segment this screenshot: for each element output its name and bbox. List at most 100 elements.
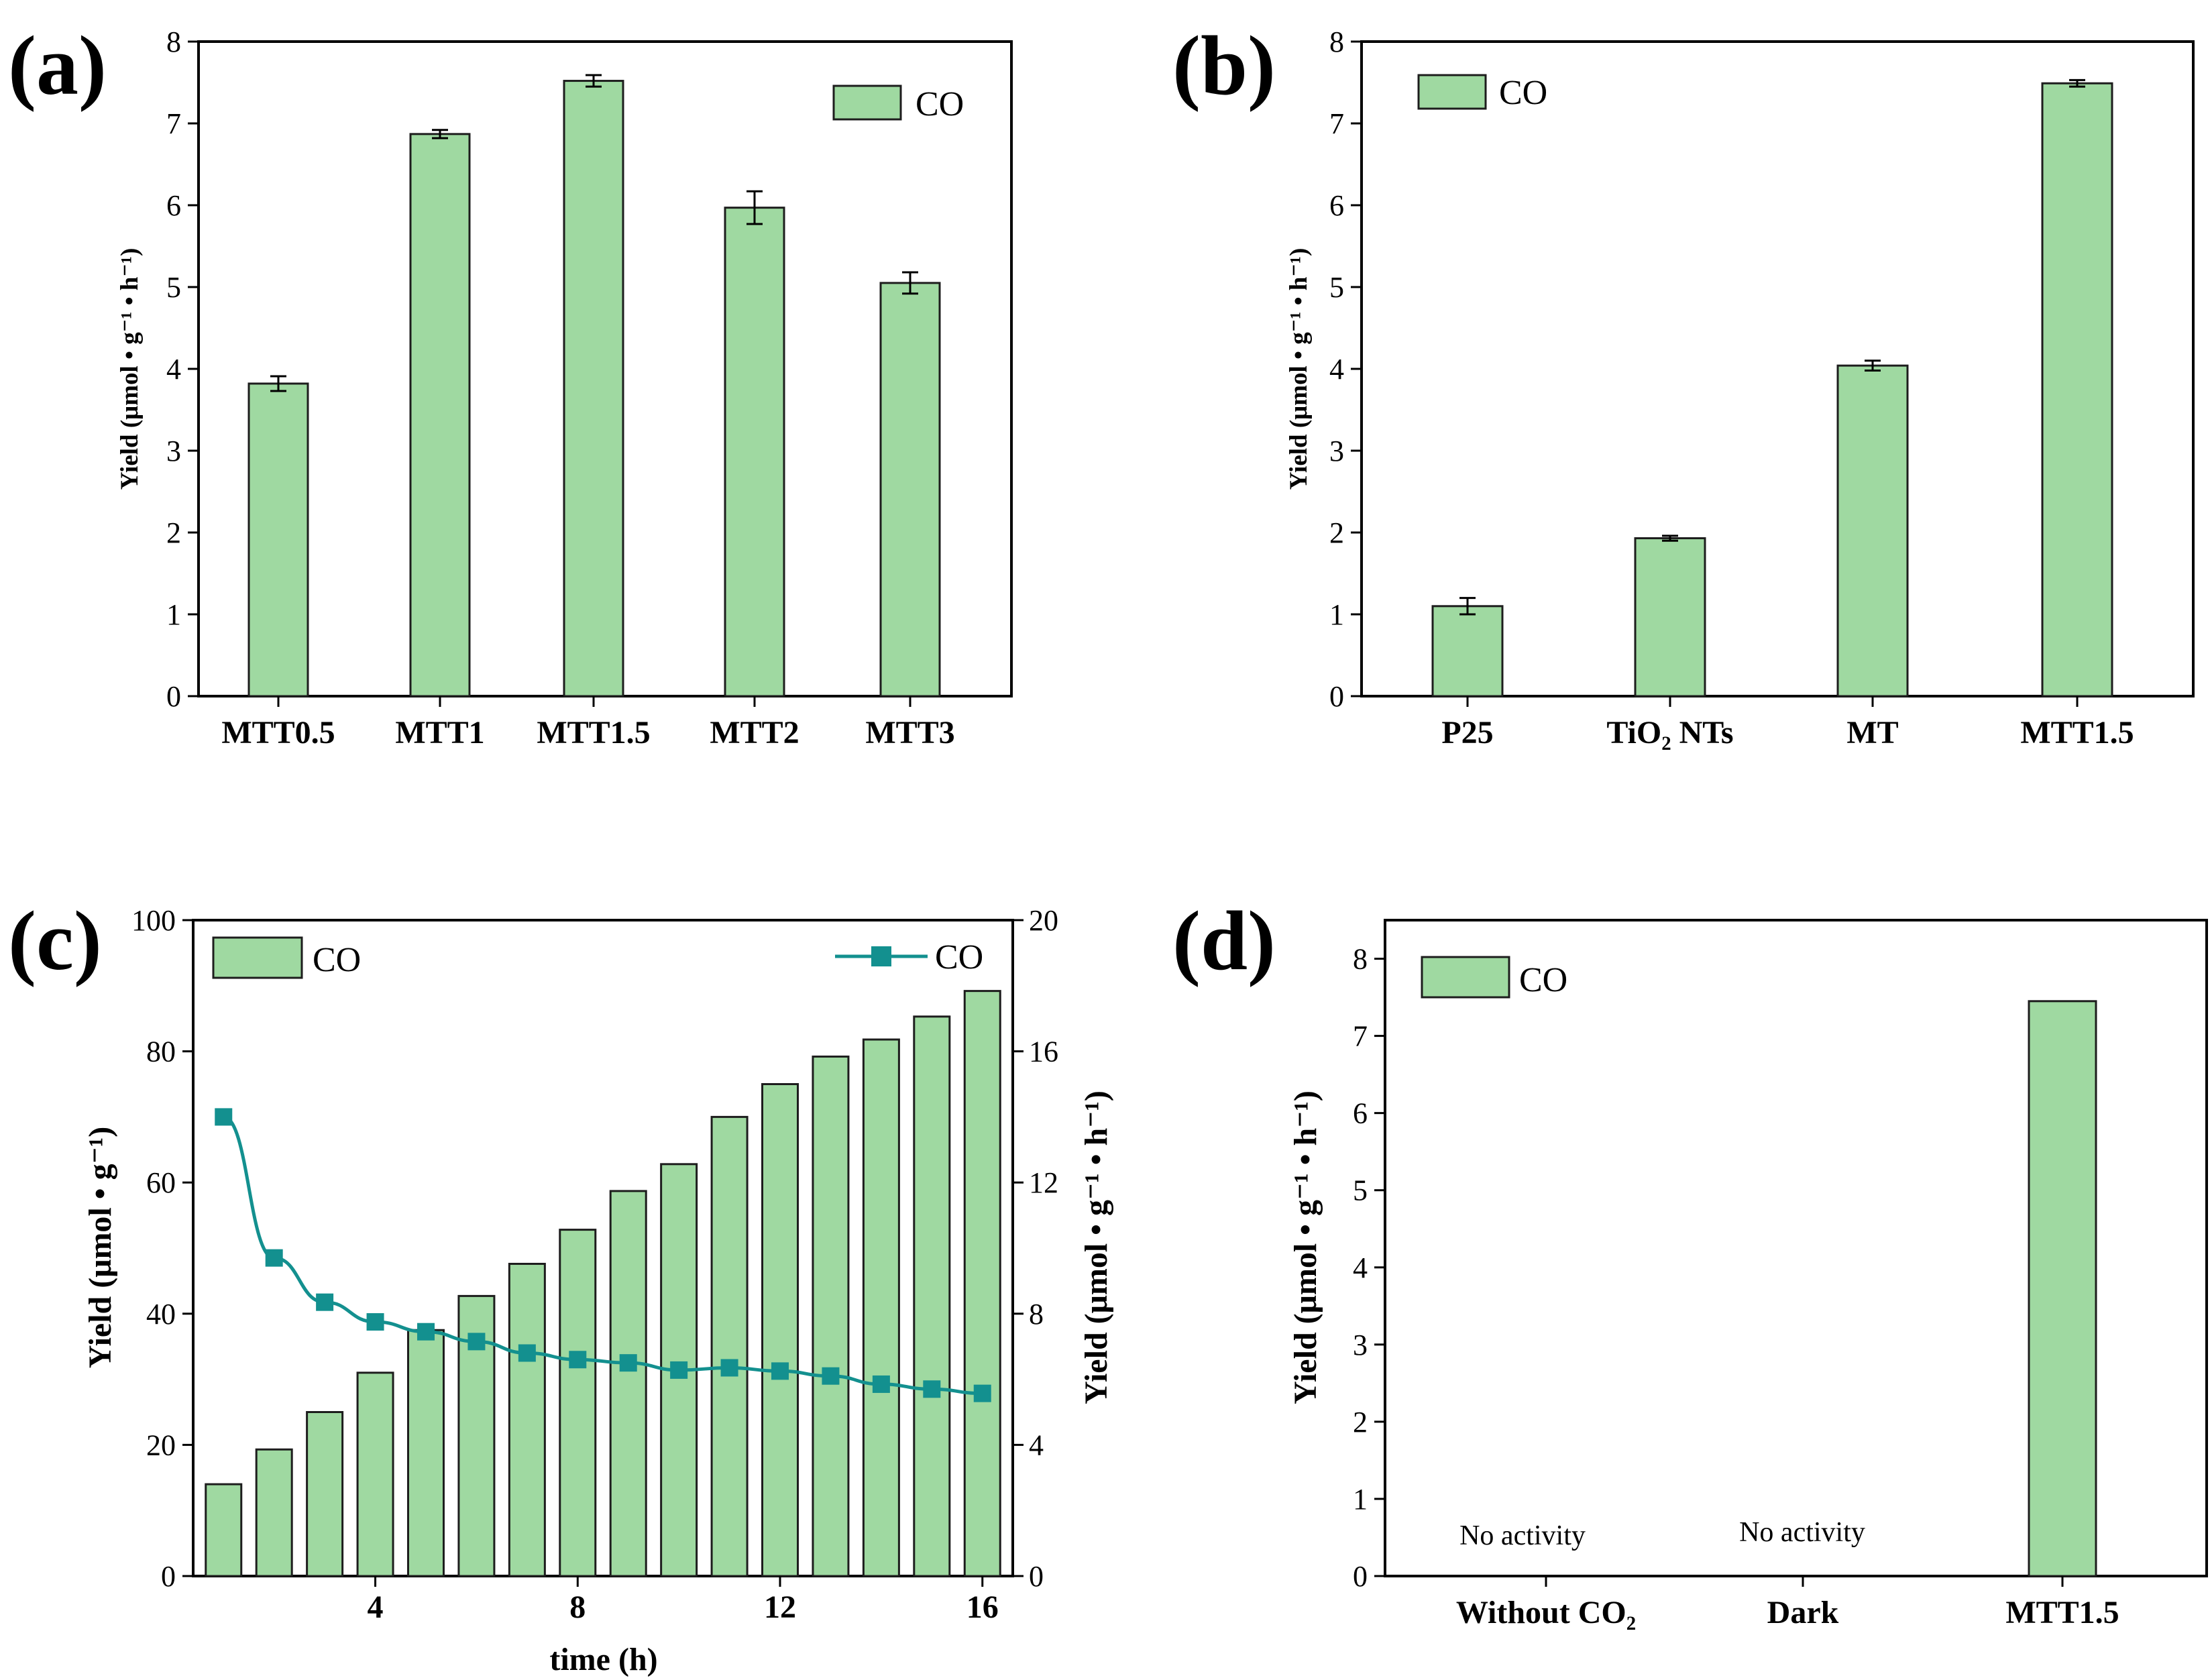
y-tick-label: 7 bbox=[1329, 107, 1344, 140]
legend-marker-c bbox=[871, 946, 891, 966]
y-tick-label: 20 bbox=[146, 1429, 176, 1461]
bars-d bbox=[2028, 1000, 2097, 1577]
bar-t11 bbox=[710, 1115, 749, 1577]
y-tick-label: 8 bbox=[166, 25, 181, 58]
bar-MTT1 bbox=[409, 133, 471, 697]
y-ticks-right-c: 0 4 8 12 16 20 bbox=[1013, 904, 1058, 1593]
bar-t9 bbox=[609, 1190, 647, 1577]
panel-label-c: (c) bbox=[8, 895, 102, 988]
y-axis-label-right-c: Yield (μmol • g⁻¹ • h⁻¹) bbox=[1079, 1090, 1114, 1404]
y-tick-label-right: 16 bbox=[1029, 1035, 1058, 1068]
y-tick-label: 0 bbox=[1329, 680, 1344, 713]
x-tick-label: MT bbox=[1846, 715, 1898, 750]
bars-b bbox=[1431, 78, 2113, 697]
y-tick-label: 0 bbox=[1353, 1560, 1368, 1593]
y-tick-label: 3 bbox=[166, 435, 181, 467]
bar-t5 bbox=[406, 1329, 445, 1577]
x-tick-label: MTT0.5 bbox=[221, 715, 335, 750]
rate-marker-t2 bbox=[265, 1249, 283, 1267]
y-tick-label: 7 bbox=[1353, 1020, 1368, 1053]
legend-swatch-a bbox=[832, 85, 902, 121]
x-ticks-c: 4 8 12 16 bbox=[368, 1576, 999, 1625]
rate-marker-t1 bbox=[215, 1108, 233, 1126]
bar-MTT0.5 bbox=[247, 382, 309, 697]
x-tick-label: Dark bbox=[1767, 1595, 1839, 1630]
rate-marker-t10 bbox=[670, 1361, 688, 1379]
x-tick-label: MTT3 bbox=[865, 715, 954, 750]
x-tick-label: MTT2 bbox=[710, 715, 799, 750]
panel-c: (c) 0 20 40 60 80 100 0 4 8 12 16 20 4 8 12 16 Yield … bbox=[8, 895, 1114, 1677]
legend-c-line: CO bbox=[835, 938, 983, 976]
y-tick-label: 4 bbox=[1329, 353, 1344, 386]
plot-frame-d bbox=[1384, 919, 2208, 1577]
bar-t14 bbox=[862, 1038, 900, 1577]
y-tick-label-right: 8 bbox=[1029, 1298, 1044, 1331]
bar-t7 bbox=[508, 1262, 546, 1577]
y-ticks-left-c: 0 20 40 60 80 100 bbox=[131, 904, 193, 1593]
legend-a: CO bbox=[832, 85, 964, 123]
y-tick-label: 6 bbox=[1329, 189, 1344, 222]
x-tick-label: MTT1.5 bbox=[2005, 1595, 2119, 1630]
panel-label-a: (a) bbox=[8, 19, 107, 113]
legend-swatch-bar-c bbox=[212, 936, 303, 979]
legend-label-b: CO bbox=[1499, 74, 1547, 112]
legend-d: CO bbox=[1421, 956, 1567, 999]
y-axis-label-a: Yield (μmol • g⁻¹ • h⁻¹) bbox=[116, 248, 144, 490]
bar-MTT1.5 bbox=[2028, 1000, 2097, 1577]
bar-MT bbox=[1836, 364, 1909, 697]
y-tick-label: 2 bbox=[166, 516, 181, 549]
y-tick-label: 5 bbox=[166, 271, 181, 304]
bar-t12 bbox=[761, 1083, 799, 1577]
legend-swatch-d bbox=[1421, 956, 1510, 999]
y-tick-label: 8 bbox=[1329, 25, 1344, 58]
rate-marker-t13 bbox=[822, 1367, 840, 1385]
rate-marker-t5 bbox=[417, 1323, 435, 1341]
x-tick-label: MTT1.5 bbox=[537, 715, 650, 750]
rate-marker-t4 bbox=[366, 1313, 384, 1331]
y-tick-label-right: 4 bbox=[1029, 1429, 1044, 1461]
rate-marker-t9 bbox=[619, 1354, 637, 1372]
panel-b: (b) 0 1 2 3 4 5 6 7 8 P25 TiO₂ NTs MT MTT1.5 Yield … bbox=[1172, 19, 2195, 750]
x-tick-label: 12 bbox=[764, 1589, 796, 1625]
y-axis-label-d: Yield (μmol • g⁻¹ • h⁻¹) bbox=[1288, 1090, 1323, 1404]
bar-TiO₂ NTs bbox=[1634, 537, 1706, 697]
legend-label-line-c: CO bbox=[935, 938, 983, 976]
y-tick-label: 0 bbox=[166, 680, 181, 713]
y-tick-label-right: 12 bbox=[1029, 1166, 1058, 1199]
bar-t3 bbox=[306, 1411, 344, 1577]
y-tick-label: 60 bbox=[146, 1166, 176, 1199]
annotations-d: No activity No activity bbox=[1459, 1517, 1865, 1551]
y-tick-label: 80 bbox=[146, 1035, 176, 1068]
panel-a: (a) 0 1 2 3 4 5 6 7 8 MTT0.5 MTT1 MTT1.5 MTT2 MTT3 Y… bbox=[8, 19, 1013, 750]
bar-MTT1.5 bbox=[2041, 82, 2113, 697]
bar-t15 bbox=[913, 1015, 951, 1577]
x-tick-label: 16 bbox=[966, 1589, 999, 1625]
x-axis-label-c: time (h) bbox=[549, 1642, 657, 1677]
legend-b: CO bbox=[1417, 74, 1547, 112]
x-tick-label: MTT1.5 bbox=[2020, 715, 2134, 750]
y-tick-label: 1 bbox=[1353, 1483, 1368, 1516]
y-tick-label: 1 bbox=[166, 598, 181, 631]
y-tick-label: 40 bbox=[146, 1298, 176, 1331]
y-ticks-d: 0 1 2 3 4 5 6 7 8 bbox=[1353, 943, 1385, 1593]
legend-label-a: CO bbox=[916, 85, 964, 123]
y-tick-label: 4 bbox=[1353, 1251, 1368, 1284]
legend-label-bar-c: CO bbox=[313, 941, 361, 979]
bar-t2 bbox=[255, 1448, 293, 1577]
legend-swatch-b bbox=[1417, 74, 1487, 110]
bars-a bbox=[247, 74, 941, 697]
y-tick-label: 8 bbox=[1353, 943, 1368, 976]
y-axis-label-left-c: Yield (μmol • g⁻¹) bbox=[82, 1127, 118, 1369]
rate-marker-t8 bbox=[569, 1351, 587, 1369]
y-tick-label: 6 bbox=[1353, 1097, 1368, 1130]
annotation-no-activity: No activity bbox=[1739, 1517, 1865, 1548]
y-tick-label: 1 bbox=[1329, 598, 1344, 631]
rate-marker-t3 bbox=[316, 1293, 334, 1311]
y-tick-label: 5 bbox=[1353, 1174, 1368, 1207]
plot-frame-c bbox=[192, 919, 1014, 1577]
y-tick-label-right: 20 bbox=[1029, 904, 1058, 937]
y-tick-label: 2 bbox=[1353, 1406, 1368, 1439]
y-tick-label: 3 bbox=[1329, 435, 1344, 467]
rate-marker-t15 bbox=[923, 1380, 941, 1398]
bar-t16 bbox=[963, 990, 1001, 1577]
